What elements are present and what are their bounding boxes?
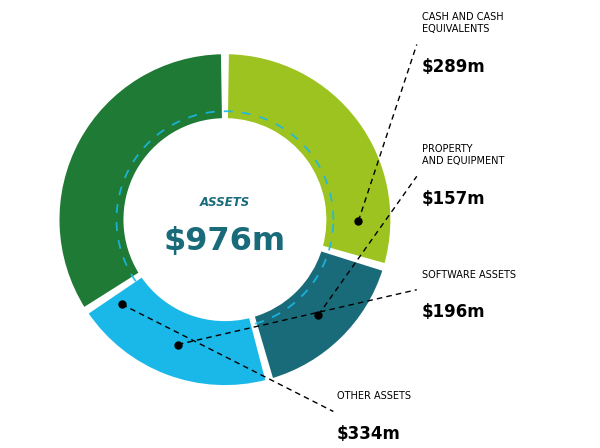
Wedge shape (227, 53, 392, 265)
Text: $196m: $196m (422, 303, 485, 321)
Text: PROPERTY
AND EQUIPMENT: PROPERTY AND EQUIPMENT (422, 144, 504, 166)
Text: CASH AND CASH
EQUIVALENTS: CASH AND CASH EQUIVALENTS (422, 13, 503, 34)
Text: ASSETS: ASSETS (200, 197, 250, 210)
Wedge shape (58, 53, 223, 309)
Text: $976m: $976m (164, 226, 286, 257)
Text: OTHER ASSETS: OTHER ASSETS (337, 392, 411, 401)
Text: SOFTWARE ASSETS: SOFTWARE ASSETS (422, 270, 516, 280)
Wedge shape (87, 276, 267, 387)
Wedge shape (253, 250, 384, 380)
Text: $289m: $289m (422, 58, 485, 76)
Text: $157m: $157m (422, 190, 485, 207)
Text: $334m: $334m (337, 425, 401, 443)
